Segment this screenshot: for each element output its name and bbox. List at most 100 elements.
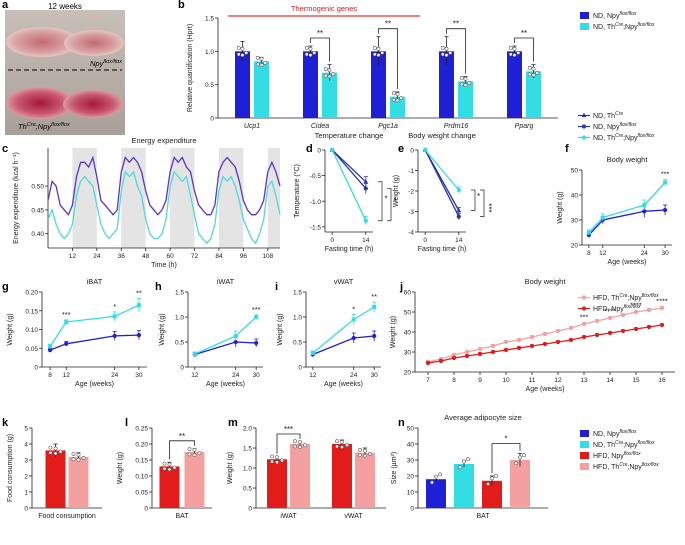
data-point: [376, 53, 381, 57]
y-tick-label: 20: [407, 474, 415, 481]
y-axis-label: Temperature (°C): [293, 164, 301, 218]
significance-bracket: [378, 181, 383, 222]
y-tick-label: -3: [408, 209, 414, 216]
y-tick-label: 60: [404, 290, 412, 297]
x-tick-label: 0: [423, 237, 427, 244]
significance-bracket: [310, 37, 330, 62]
y-tick-label: 0: [298, 365, 302, 372]
legend-label: HFD, ThCre;Npyflox/flox: [593, 462, 659, 471]
x-tick-label: 48: [142, 253, 150, 260]
chart-f: 20 30 40 50 Weight (g) 8 12 24 30 Age (weeks) Body…: [557, 155, 672, 266]
series-line: [588, 182, 666, 233]
significance-mark: *: [385, 194, 388, 203]
data-point: [518, 455, 522, 460]
significance-mark: ****: [630, 301, 642, 310]
x-tick-label: 12: [69, 253, 77, 260]
legend-label: HFD, ThCre;Npyflox/flox: [593, 293, 659, 302]
significance-mark: *: [352, 305, 355, 314]
data-point: [187, 447, 192, 452]
significance-mark: ***: [252, 305, 261, 314]
x-tick-label: Pgc1a: [378, 123, 398, 130]
tissue-top-right: [64, 30, 124, 56]
legend-label: ND, Npyflox/flox: [593, 429, 637, 438]
data-point: [508, 52, 513, 57]
panel-label-l: l: [125, 417, 128, 429]
data-point: [259, 63, 264, 67]
data-point: [363, 179, 369, 184]
data-point: [594, 318, 600, 324]
y-tick-label: 1: [24, 490, 28, 497]
data-point: [659, 322, 665, 328]
x-tick-label: 24: [350, 372, 358, 379]
y-tick-label: 5: [24, 426, 28, 433]
chart-c: 0.40 0.45 0.50 Energy expenditure (kcal h⁻¹…: [13, 136, 281, 269]
panel-label-a: a: [2, 0, 9, 11]
data-point: [330, 147, 335, 153]
data-point: [71, 452, 76, 456]
data-point: [438, 358, 444, 364]
panel-label-c: c: [2, 143, 8, 155]
data-point: [53, 446, 58, 451]
y-tick-label: 4: [24, 442, 28, 449]
x-tick-label: Prdm16: [444, 123, 469, 130]
x-tick-label: iWAT: [280, 513, 297, 520]
data-point: [600, 215, 605, 220]
data-point: [535, 70, 540, 75]
y-tick-label: -1: [408, 168, 414, 175]
y-tick-label: 0: [410, 148, 414, 155]
x-tick-label: Ucp1: [244, 123, 260, 130]
data-point: [448, 50, 453, 55]
data-point: [594, 332, 600, 338]
data-point: [255, 55, 260, 60]
bar: [332, 444, 352, 508]
y-tick-label: 0.5: [243, 486, 252, 493]
data-point: [358, 453, 362, 458]
chart-title: vWAT: [334, 277, 354, 286]
data-point: [64, 341, 69, 346]
x-tick-label: 8: [452, 377, 456, 384]
x-tick-label: 14: [455, 237, 463, 244]
x-tick-label: 24: [232, 372, 240, 379]
data-point: [380, 50, 385, 55]
y-tick-label: 0.20: [25, 290, 38, 297]
tissue-bottom-left: [6, 87, 74, 119]
significance-bracket: [387, 188, 392, 222]
data-point: [240, 46, 245, 51]
data-point: [438, 472, 442, 477]
x-tick-label: 72: [191, 253, 199, 260]
x-tick-label: 24: [93, 253, 101, 260]
data-point: [490, 349, 496, 355]
x-tick-label: 108: [262, 253, 273, 260]
x-axis-label: Time (h): [151, 262, 177, 269]
data-point: [395, 98, 400, 103]
series-line: [588, 209, 666, 236]
series-line: [49, 304, 140, 347]
series-line: [331, 149, 367, 183]
tissue-top-left: [6, 27, 78, 57]
data-point: [607, 315, 613, 321]
panel-label-j: j: [399, 281, 403, 293]
x-tick-label: 12: [63, 372, 71, 379]
data-point: [423, 147, 428, 153]
data-point: [440, 52, 445, 57]
data-point: [662, 207, 668, 213]
significance-mark: ****: [604, 307, 616, 316]
data-point: [372, 52, 377, 57]
legend-swatch: [580, 430, 589, 437]
x-tick-label: 24: [111, 372, 119, 379]
y-axis-label: Weight (g): [7, 313, 14, 345]
bar: [426, 479, 446, 508]
data-point: [71, 457, 76, 462]
data-point: [663, 180, 668, 185]
legend-swatch: [580, 452, 589, 459]
data-point: [620, 328, 626, 334]
data-point: [363, 448, 367, 453]
y-tick-label: 0.05: [25, 346, 38, 353]
data-point: [607, 330, 613, 336]
significance-mark: ***: [580, 313, 589, 322]
data-point: [529, 343, 535, 349]
panel-labels: a b c d e f g h i j k l m n: [2, 0, 569, 429]
data-point: [522, 453, 526, 458]
y-tick-label: 1.0: [205, 49, 214, 56]
data-point: [542, 341, 548, 347]
